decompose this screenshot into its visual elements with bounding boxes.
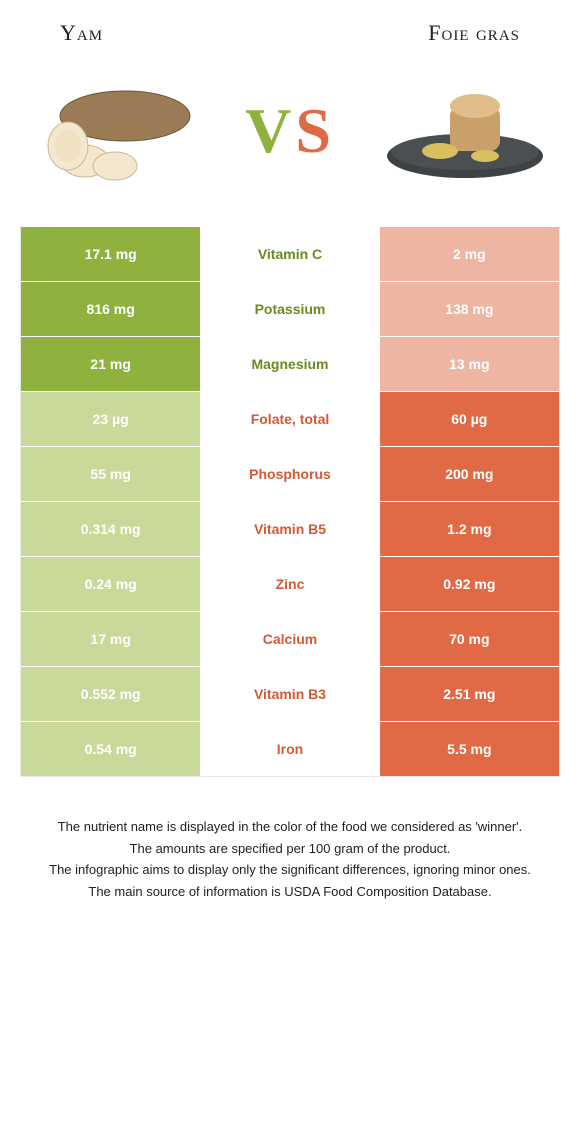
footnote-line: The amounts are specified per 100 gram o…	[30, 839, 550, 859]
right-value: 2.51 mg	[380, 667, 559, 721]
right-value: 5.5 mg	[380, 722, 559, 776]
table-row: 21 mgMagnesium13 mg	[21, 336, 559, 391]
right-value: 60 µg	[380, 392, 559, 446]
right-value: 70 mg	[380, 612, 559, 666]
left-value: 816 mg	[21, 282, 200, 336]
table-row: 0.54 mgIron5.5 mg	[21, 721, 559, 776]
table-row: 0.24 mgZinc0.92 mg	[21, 556, 559, 611]
nutrient-name: Phosphorus	[200, 447, 379, 501]
nutrient-name: Vitamin B5	[200, 502, 379, 556]
nutrient-name: Magnesium	[200, 337, 379, 391]
left-value: 55 mg	[21, 447, 200, 501]
nutrient-name: Zinc	[200, 557, 379, 611]
table-row: 0.552 mgVitamin B32.51 mg	[21, 666, 559, 721]
right-value: 200 mg	[380, 447, 559, 501]
left-value: 0.552 mg	[21, 667, 200, 721]
left-value: 17.1 mg	[21, 227, 200, 281]
left-value: 0.314 mg	[21, 502, 200, 556]
nutrient-name: Vitamin B3	[200, 667, 379, 721]
right-value: 138 mg	[380, 282, 559, 336]
food-right-title: Foie gras	[428, 20, 520, 46]
right-value: 13 mg	[380, 337, 559, 391]
table-row: 55 mgPhosphorus200 mg	[21, 446, 559, 501]
hero-row: VS	[20, 56, 560, 226]
left-value: 0.24 mg	[21, 557, 200, 611]
nutrient-name: Iron	[200, 722, 379, 776]
footnote-line: The main source of information is USDA F…	[30, 882, 550, 902]
page: Yam Foie gras VS	[0, 0, 580, 933]
vs-s: S	[295, 95, 335, 166]
food-right-image	[380, 66, 550, 196]
left-value: 17 mg	[21, 612, 200, 666]
nutrient-name: Folate, total	[200, 392, 379, 446]
titles-row: Yam Foie gras	[20, 20, 560, 56]
footnote-line: The infographic aims to display only the…	[30, 860, 550, 880]
table-row: 0.314 mgVitamin B51.2 mg	[21, 501, 559, 556]
footnote-line: The nutrient name is displayed in the co…	[30, 817, 550, 837]
table-row: 17.1 mgVitamin C2 mg	[21, 226, 559, 281]
left-value: 0.54 mg	[21, 722, 200, 776]
nutrient-name: Potassium	[200, 282, 379, 336]
left-value: 21 mg	[21, 337, 200, 391]
food-left-image	[30, 66, 200, 196]
nutrient-table: 17.1 mgVitamin C2 mg816 mgPotassium138 m…	[20, 226, 560, 777]
nutrient-name: Vitamin C	[200, 227, 379, 281]
footnotes: The nutrient name is displayed in the co…	[20, 777, 560, 901]
vs-v: V	[245, 95, 295, 166]
table-row: 23 µgFolate, total60 µg	[21, 391, 559, 446]
nutrient-name: Calcium	[200, 612, 379, 666]
food-left-title: Yam	[60, 20, 103, 46]
left-value: 23 µg	[21, 392, 200, 446]
table-row: 816 mgPotassium138 mg	[21, 281, 559, 336]
table-row: 17 mgCalcium70 mg	[21, 611, 559, 666]
right-value: 1.2 mg	[380, 502, 559, 556]
right-value: 0.92 mg	[380, 557, 559, 611]
right-value: 2 mg	[380, 227, 559, 281]
vs-label: VS	[245, 94, 335, 168]
